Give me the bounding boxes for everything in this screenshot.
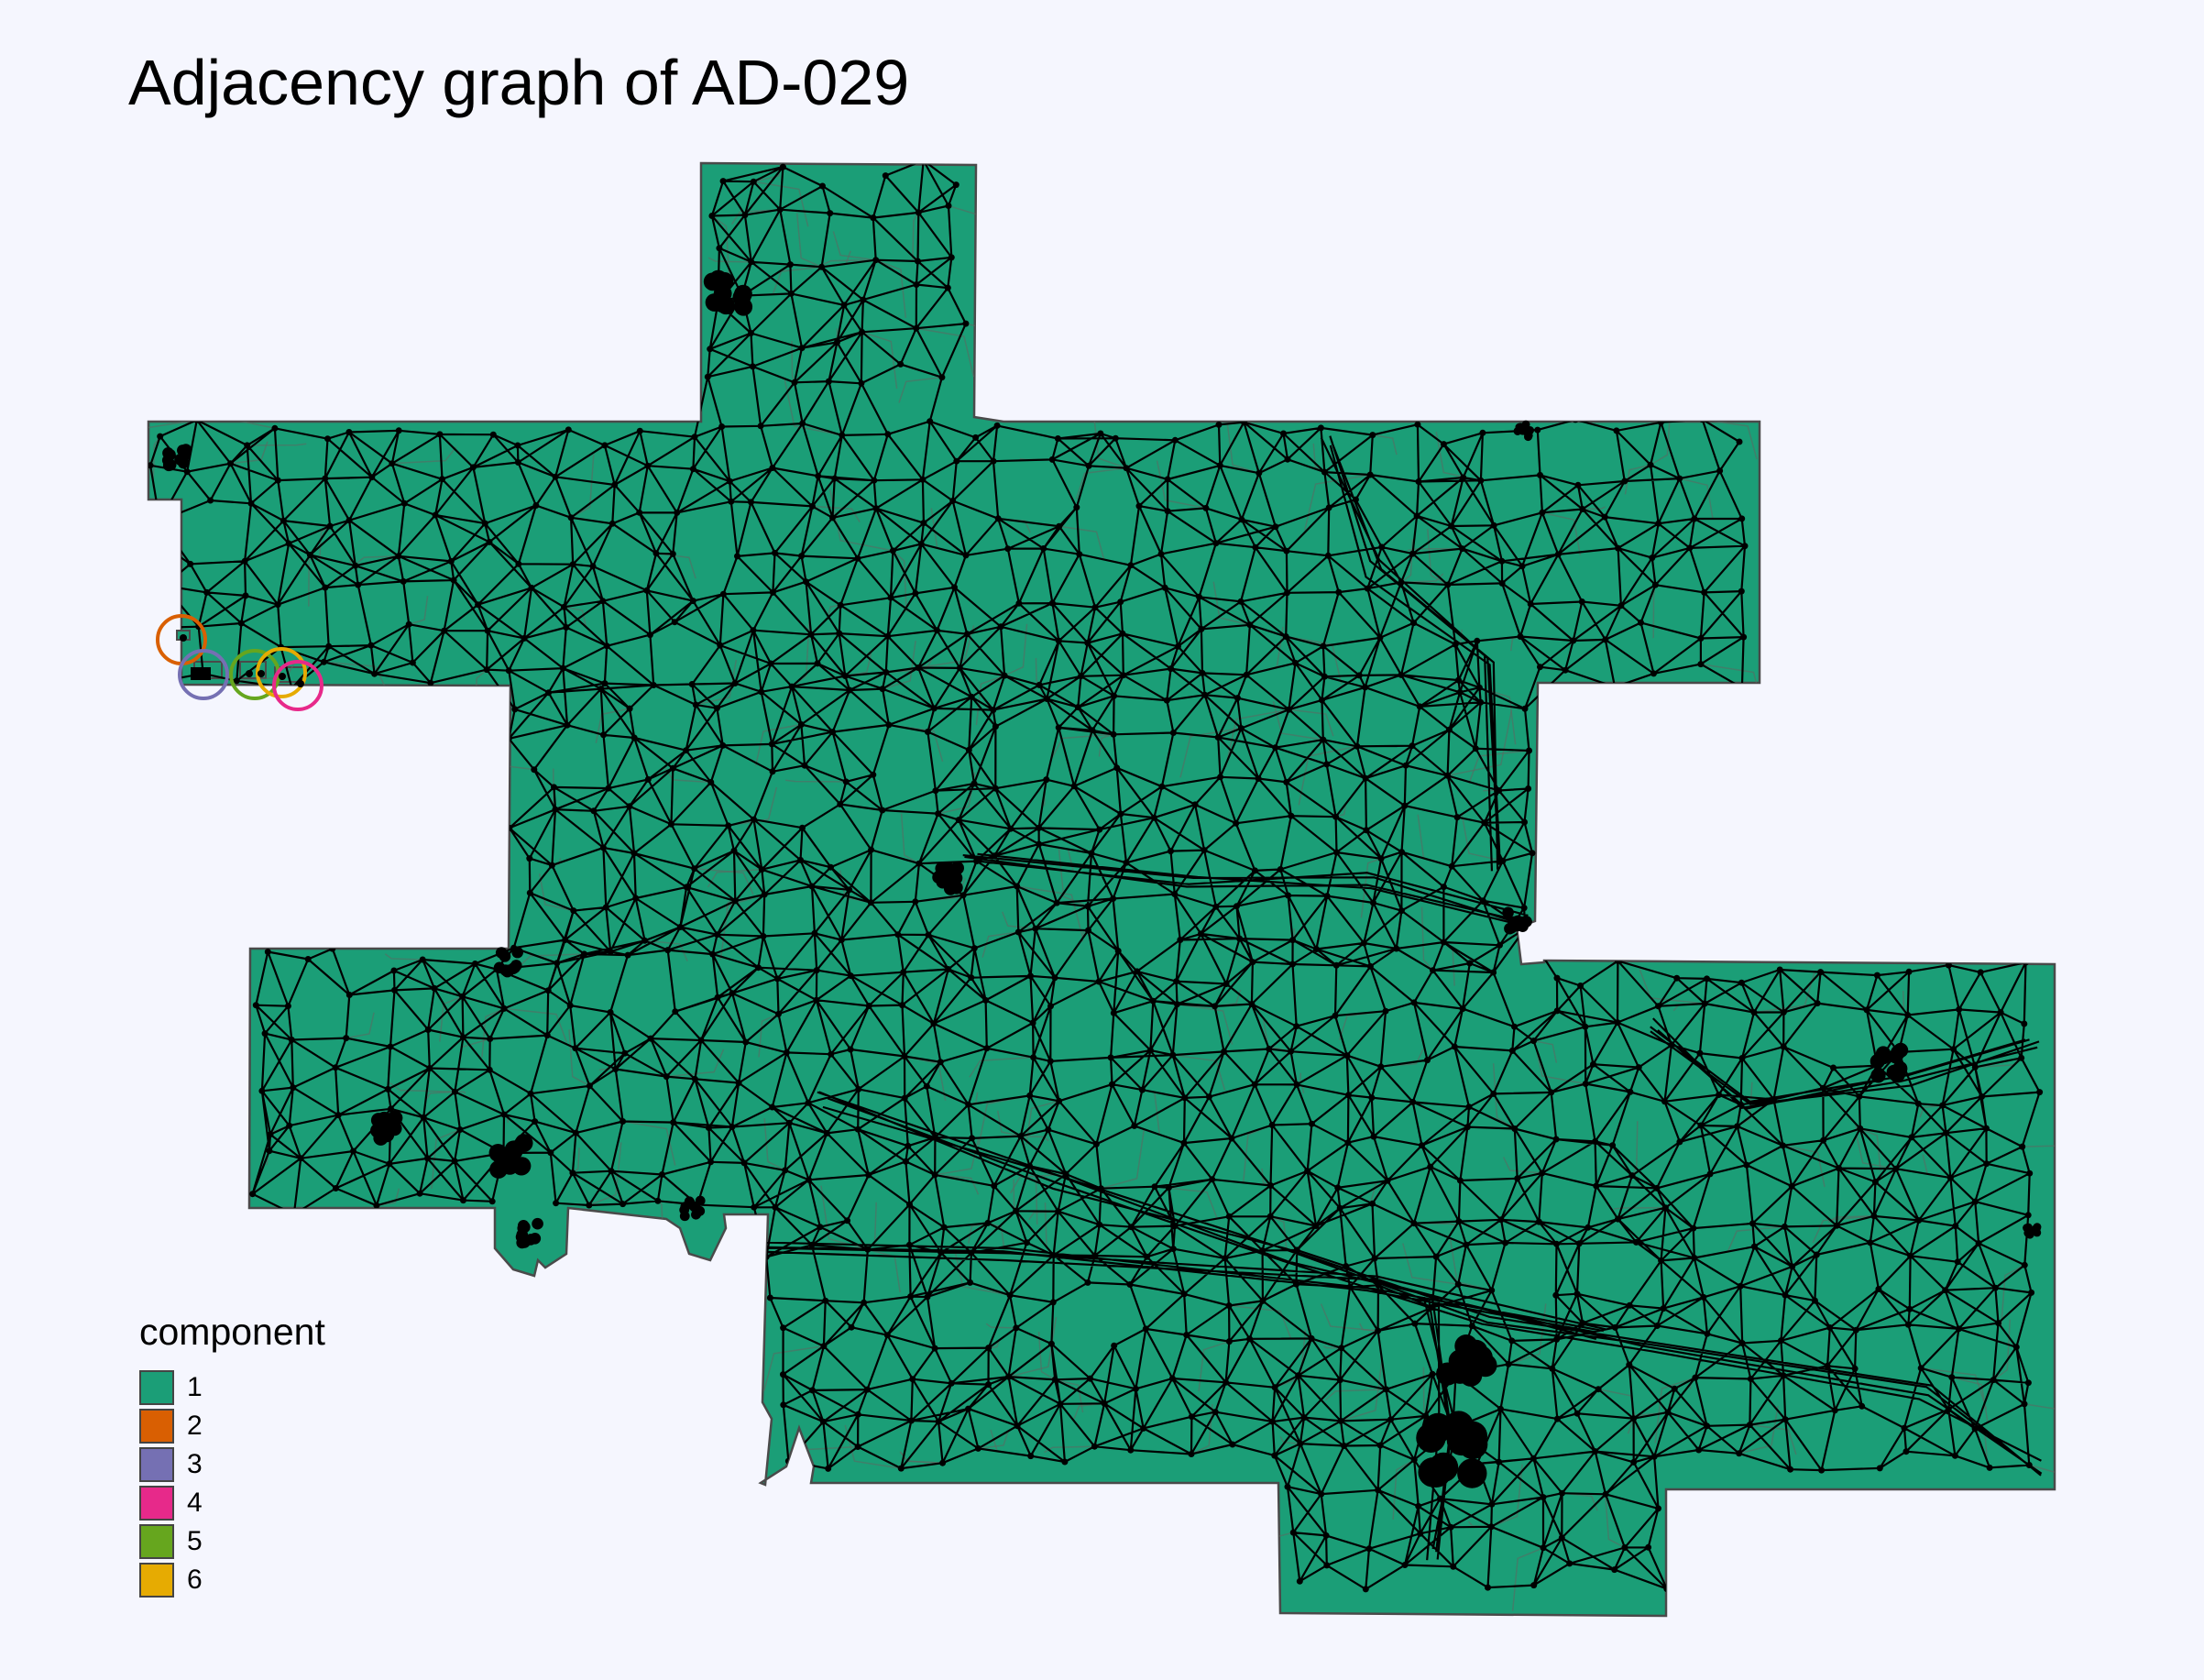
page-title: Adjacency graph of AD-029 [128, 47, 910, 118]
legend-swatch-3 [139, 1447, 174, 1482]
isolated-component-markers [156, 614, 323, 711]
legend-item-1: 1 [139, 1368, 325, 1407]
legend-label-3: 3 [187, 1449, 203, 1479]
legend-item-2: 2 [139, 1407, 325, 1445]
component-4-marker [272, 660, 323, 711]
legend-label-2: 2 [187, 1411, 203, 1441]
legend-swatch-1 [139, 1370, 174, 1405]
legend-item-5: 5 [139, 1522, 325, 1561]
component-3-marker [178, 649, 229, 700]
legend-swatch-6 [139, 1563, 174, 1598]
legend-label-4: 4 [187, 1488, 203, 1518]
legend-item-3: 3 [139, 1445, 325, 1484]
adjacency-edges [148, 163, 2043, 1590]
legend-swatch-2 [139, 1409, 174, 1444]
dense-node-clusters [161, 269, 2042, 1488]
legend-label-6: 6 [187, 1565, 203, 1595]
legend-title: component [139, 1311, 325, 1353]
legend-swatch-5 [139, 1524, 174, 1559]
legend-swatch-4 [139, 1486, 174, 1521]
legend-item-4: 4 [139, 1484, 325, 1522]
legend: component 1 2 3 4 5 6 [139, 1311, 325, 1599]
legend-label-1: 1 [187, 1372, 203, 1402]
legend-label-5: 5 [187, 1526, 203, 1556]
component-6-marker [256, 647, 307, 698]
legend-item-6: 6 [139, 1561, 325, 1599]
adjacency-nodes [148, 163, 2044, 1593]
